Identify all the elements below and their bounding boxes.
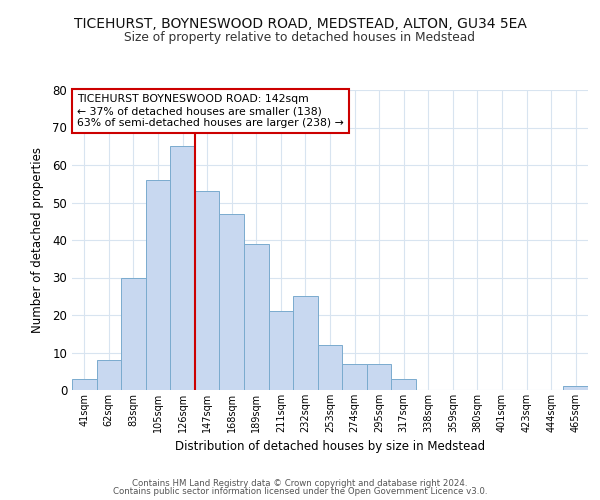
Bar [342, 364, 367, 390]
Bar [563, 386, 588, 390]
Text: Contains HM Land Registry data © Crown copyright and database right 2024.: Contains HM Land Registry data © Crown c… [132, 478, 468, 488]
Bar [244, 244, 269, 390]
Bar [121, 278, 146, 390]
Bar [269, 311, 293, 390]
Bar [220, 214, 244, 390]
Bar [97, 360, 121, 390]
Bar [72, 379, 97, 390]
Bar [318, 345, 342, 390]
Text: Size of property relative to detached houses in Medstead: Size of property relative to detached ho… [125, 31, 476, 44]
Text: Contains public sector information licensed under the Open Government Licence v3: Contains public sector information licen… [113, 487, 487, 496]
Bar [367, 364, 391, 390]
Bar [391, 379, 416, 390]
Y-axis label: Number of detached properties: Number of detached properties [31, 147, 44, 333]
Bar [170, 146, 195, 390]
Bar [195, 191, 220, 390]
Bar [293, 296, 318, 390]
Text: TICEHURST, BOYNESWOOD ROAD, MEDSTEAD, ALTON, GU34 5EA: TICEHURST, BOYNESWOOD ROAD, MEDSTEAD, AL… [74, 18, 526, 32]
Text: TICEHURST BOYNESWOOD ROAD: 142sqm
← 37% of detached houses are smaller (138)
63%: TICEHURST BOYNESWOOD ROAD: 142sqm ← 37% … [77, 94, 344, 128]
Bar [146, 180, 170, 390]
X-axis label: Distribution of detached houses by size in Medstead: Distribution of detached houses by size … [175, 440, 485, 454]
